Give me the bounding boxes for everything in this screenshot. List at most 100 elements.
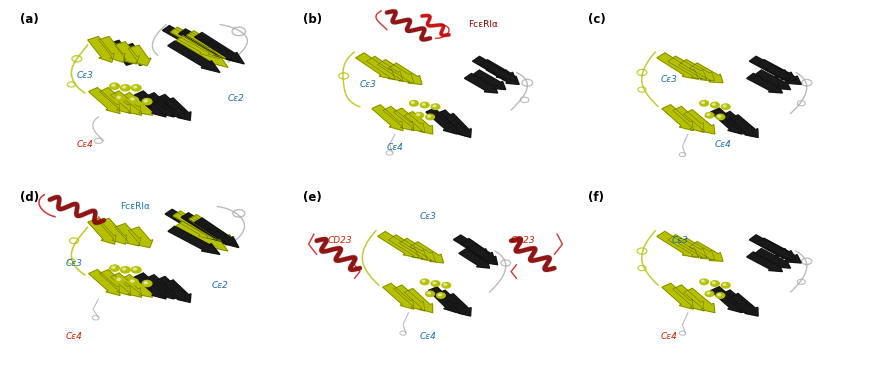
Circle shape [718, 115, 720, 117]
Text: FcεRIα: FcεRIα [120, 202, 150, 211]
Circle shape [416, 113, 420, 116]
Polygon shape [195, 32, 244, 64]
Polygon shape [668, 235, 707, 258]
Polygon shape [128, 227, 152, 248]
Polygon shape [467, 244, 497, 265]
Polygon shape [672, 106, 704, 132]
Polygon shape [163, 26, 220, 59]
Polygon shape [121, 275, 152, 297]
Circle shape [701, 280, 705, 282]
Circle shape [699, 279, 708, 285]
Circle shape [110, 265, 119, 271]
Polygon shape [111, 41, 135, 65]
Polygon shape [128, 45, 151, 65]
Circle shape [144, 100, 147, 102]
Polygon shape [657, 53, 699, 79]
Circle shape [443, 283, 447, 286]
Circle shape [132, 267, 141, 273]
Polygon shape [355, 53, 395, 79]
Text: Cε2: Cε2 [228, 94, 245, 103]
Text: (a): (a) [20, 13, 39, 26]
Circle shape [699, 100, 708, 106]
Circle shape [123, 86, 126, 88]
Circle shape [426, 114, 435, 120]
Text: CD23: CD23 [511, 236, 536, 245]
Circle shape [115, 277, 125, 283]
Circle shape [426, 291, 435, 296]
Text: (f): (f) [588, 191, 604, 204]
Circle shape [110, 83, 119, 89]
Text: Cε4: Cε4 [77, 140, 94, 149]
Polygon shape [766, 65, 801, 84]
Text: (c): (c) [588, 13, 605, 26]
Circle shape [711, 102, 719, 108]
Polygon shape [176, 36, 228, 67]
Circle shape [115, 95, 125, 101]
Polygon shape [134, 91, 166, 117]
Circle shape [707, 292, 710, 294]
Polygon shape [755, 70, 791, 90]
Polygon shape [766, 243, 801, 263]
Circle shape [721, 282, 730, 288]
Polygon shape [459, 249, 490, 268]
Text: FcεRIα: FcεRIα [468, 20, 498, 29]
Text: Cε2: Cε2 [212, 281, 229, 290]
Circle shape [131, 280, 134, 282]
Polygon shape [89, 87, 120, 113]
Polygon shape [388, 235, 428, 260]
Text: Cε3: Cε3 [661, 75, 678, 84]
Polygon shape [668, 56, 707, 79]
Polygon shape [179, 29, 233, 61]
Circle shape [111, 84, 115, 86]
Polygon shape [404, 289, 433, 312]
Circle shape [431, 281, 440, 286]
Polygon shape [156, 276, 185, 301]
Polygon shape [657, 231, 699, 258]
Circle shape [144, 282, 147, 284]
Polygon shape [473, 70, 506, 90]
Polygon shape [444, 113, 471, 138]
Polygon shape [684, 288, 715, 312]
Polygon shape [168, 41, 220, 73]
Polygon shape [462, 238, 495, 261]
Polygon shape [436, 110, 465, 136]
Text: CD23: CD23 [327, 236, 352, 245]
Circle shape [428, 292, 430, 294]
Circle shape [422, 103, 425, 105]
Polygon shape [115, 42, 139, 64]
Polygon shape [88, 218, 116, 244]
Text: Cε4: Cε4 [715, 140, 732, 149]
Circle shape [132, 85, 141, 91]
Polygon shape [394, 285, 425, 311]
Polygon shape [404, 112, 433, 134]
Text: (d): (d) [20, 191, 39, 204]
Polygon shape [730, 294, 758, 316]
Text: Cε3: Cε3 [419, 212, 436, 221]
Polygon shape [173, 211, 226, 243]
Polygon shape [711, 108, 742, 134]
Polygon shape [372, 105, 403, 131]
Polygon shape [410, 242, 443, 263]
Polygon shape [749, 56, 791, 79]
Polygon shape [690, 241, 723, 261]
Polygon shape [662, 283, 693, 309]
Polygon shape [746, 73, 782, 93]
Circle shape [131, 98, 134, 100]
Polygon shape [758, 238, 796, 260]
Polygon shape [98, 36, 125, 62]
Polygon shape [399, 238, 436, 261]
Polygon shape [124, 44, 149, 65]
Circle shape [438, 294, 442, 296]
Circle shape [411, 102, 415, 103]
Polygon shape [164, 98, 191, 121]
Circle shape [433, 105, 436, 107]
Circle shape [718, 294, 720, 296]
Polygon shape [436, 290, 465, 314]
Polygon shape [134, 273, 166, 299]
Circle shape [133, 268, 137, 270]
Circle shape [142, 280, 152, 286]
Polygon shape [98, 218, 127, 244]
Polygon shape [115, 224, 141, 246]
Polygon shape [662, 105, 693, 131]
Circle shape [707, 113, 710, 116]
